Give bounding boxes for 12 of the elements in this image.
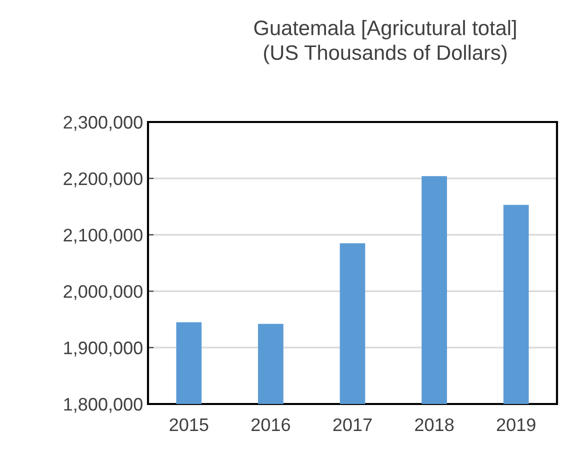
chart-title: Guatemala [Agricutural total] (US Thousands of Dollars) (254, 20, 516, 64)
x-tick-label: 2019 (496, 418, 536, 432)
x-tick-label: 2018 (415, 418, 454, 432)
y-tick-label: 2,100,000 (64, 228, 142, 244)
y-tick-label: 1,900,000 (64, 342, 142, 356)
y-tick-label: 1,800,000 (64, 398, 142, 413)
y-tick-label: 2,300,000 (64, 116, 142, 131)
x-tick-label: 2016 (252, 418, 290, 432)
x-tick-label: 2017 (333, 418, 372, 432)
y-tick-label: 2,200,000 (64, 172, 142, 188)
x-tick-label: 2015 (170, 418, 208, 432)
y-tick-label: 2,000,000 (64, 285, 142, 300)
